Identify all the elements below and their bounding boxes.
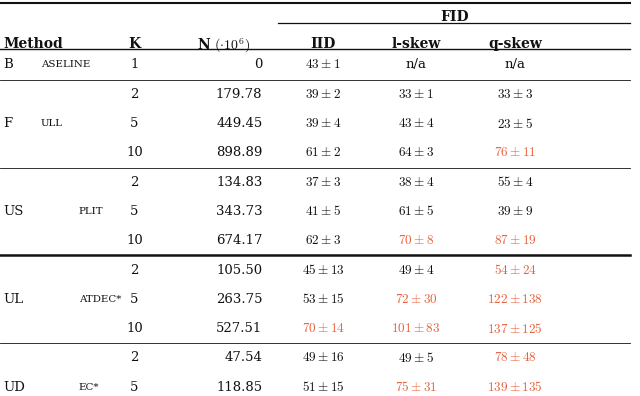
Text: $101 \pm 83$: $101 \pm 83$	[392, 322, 440, 335]
Text: $87 \pm 19$: $87 \pm 19$	[494, 234, 536, 247]
Text: 10: 10	[126, 147, 143, 159]
Text: 5: 5	[130, 117, 139, 130]
Text: 47.54: 47.54	[225, 352, 262, 364]
Text: 2: 2	[130, 264, 139, 276]
Text: $43 \pm 4$: $43 \pm 4$	[398, 117, 434, 130]
Text: ULL: ULL	[41, 119, 63, 128]
Text: $23 \pm 5$: $23 \pm 5$	[497, 116, 533, 131]
Text: IID: IID	[310, 37, 336, 51]
Text: 2: 2	[130, 88, 139, 101]
Text: $49 \pm 16$: $49 \pm 16$	[302, 352, 344, 364]
Text: n/a: n/a	[406, 59, 426, 71]
Text: $72 \pm 30$: $72 \pm 30$	[395, 293, 437, 306]
Text: 2: 2	[130, 176, 139, 188]
Text: $62 \pm 3$: $62 \pm 3$	[305, 234, 341, 247]
Text: $45 \pm 13$: $45 \pm 13$	[302, 263, 344, 277]
Text: $70 \pm 8$: $70 \pm 8$	[398, 234, 434, 247]
Text: 0: 0	[254, 59, 262, 71]
Text: $43 \pm 1$: $43 \pm 1$	[305, 59, 341, 71]
Text: $37 \pm 3$: $37 \pm 3$	[305, 176, 341, 188]
Text: $61 \pm 2$: $61 \pm 2$	[305, 147, 341, 159]
Text: ASELINE: ASELINE	[41, 61, 90, 69]
Text: EC*: EC*	[79, 383, 99, 392]
Text: $78 \pm 48$: $78 \pm 48$	[494, 352, 536, 364]
Text: $41 \pm 5$: $41 \pm 5$	[305, 204, 341, 219]
Text: $39 \pm 4$: $39 \pm 4$	[305, 117, 341, 130]
Text: 2: 2	[130, 352, 139, 364]
Text: UD: UD	[3, 381, 25, 394]
Text: l-skew: l-skew	[391, 37, 441, 51]
Text: $61 \pm 5$: $61 \pm 5$	[398, 204, 434, 219]
Text: 343.73: 343.73	[216, 205, 262, 218]
Text: 5: 5	[130, 293, 139, 306]
Text: $64 \pm 3$: $64 \pm 3$	[398, 147, 434, 159]
Text: Method: Method	[3, 37, 63, 51]
Text: 118.85: 118.85	[216, 381, 262, 394]
Text: q-skew: q-skew	[488, 37, 542, 51]
Text: 674.17: 674.17	[216, 234, 262, 247]
Text: F: F	[3, 117, 12, 130]
Text: $39 \pm 2$: $39 \pm 2$	[305, 88, 341, 101]
Text: 5: 5	[130, 381, 139, 394]
Text: $54 \pm 24$: $54 \pm 24$	[493, 263, 537, 277]
Text: PLIT: PLIT	[79, 207, 103, 216]
Text: $51 \pm 15$: $51 \pm 15$	[302, 380, 344, 394]
Text: 10: 10	[126, 234, 143, 247]
Text: FID: FID	[440, 10, 468, 24]
Text: 263.75: 263.75	[216, 293, 262, 306]
Text: $122 \pm 138$: $122 \pm 138$	[487, 293, 543, 306]
Text: 449.45: 449.45	[216, 117, 262, 130]
Text: $70 \pm 14$: $70 \pm 14$	[301, 322, 345, 335]
Text: $38 \pm 4$: $38 \pm 4$	[398, 176, 434, 188]
Text: US: US	[3, 205, 24, 218]
Text: B: B	[3, 59, 13, 71]
Text: 5: 5	[130, 205, 139, 218]
Text: 898.89: 898.89	[216, 147, 262, 159]
Text: $49 \pm 4$: $49 \pm 4$	[398, 264, 434, 276]
Text: $49 \pm 5$: $49 \pm 5$	[398, 351, 434, 365]
Text: $33 \pm 1$: $33 \pm 1$	[398, 88, 434, 101]
Text: $39 \pm 9$: $39 \pm 9$	[497, 205, 533, 218]
Text: $139 \pm 135$: $139 \pm 135$	[487, 380, 543, 394]
Text: N $(\cdot 10^6)$: N $(\cdot 10^6)$	[198, 37, 250, 55]
Text: n/a: n/a	[505, 59, 525, 71]
Text: $53 \pm 15$: $53 \pm 15$	[302, 292, 344, 307]
Text: 1: 1	[130, 59, 139, 71]
Text: K: K	[128, 37, 141, 51]
Text: $76 \pm 11$: $76 \pm 11$	[494, 147, 536, 159]
Text: 134.83: 134.83	[216, 176, 262, 188]
Text: $55 \pm 4$: $55 \pm 4$	[497, 175, 533, 189]
Text: $75 \pm 31$: $75 \pm 31$	[395, 380, 437, 394]
Text: UL: UL	[3, 293, 23, 306]
Text: $137 \pm 125$: $137 \pm 125$	[487, 322, 543, 336]
Text: AT​D​EC*: AT​D​EC*	[79, 295, 121, 304]
Text: 179.78: 179.78	[216, 88, 262, 101]
Text: $33 \pm 3$: $33 \pm 3$	[497, 88, 533, 101]
Text: 10: 10	[126, 322, 143, 335]
Text: 527.51: 527.51	[216, 322, 262, 335]
Text: 105.50: 105.50	[216, 264, 262, 276]
